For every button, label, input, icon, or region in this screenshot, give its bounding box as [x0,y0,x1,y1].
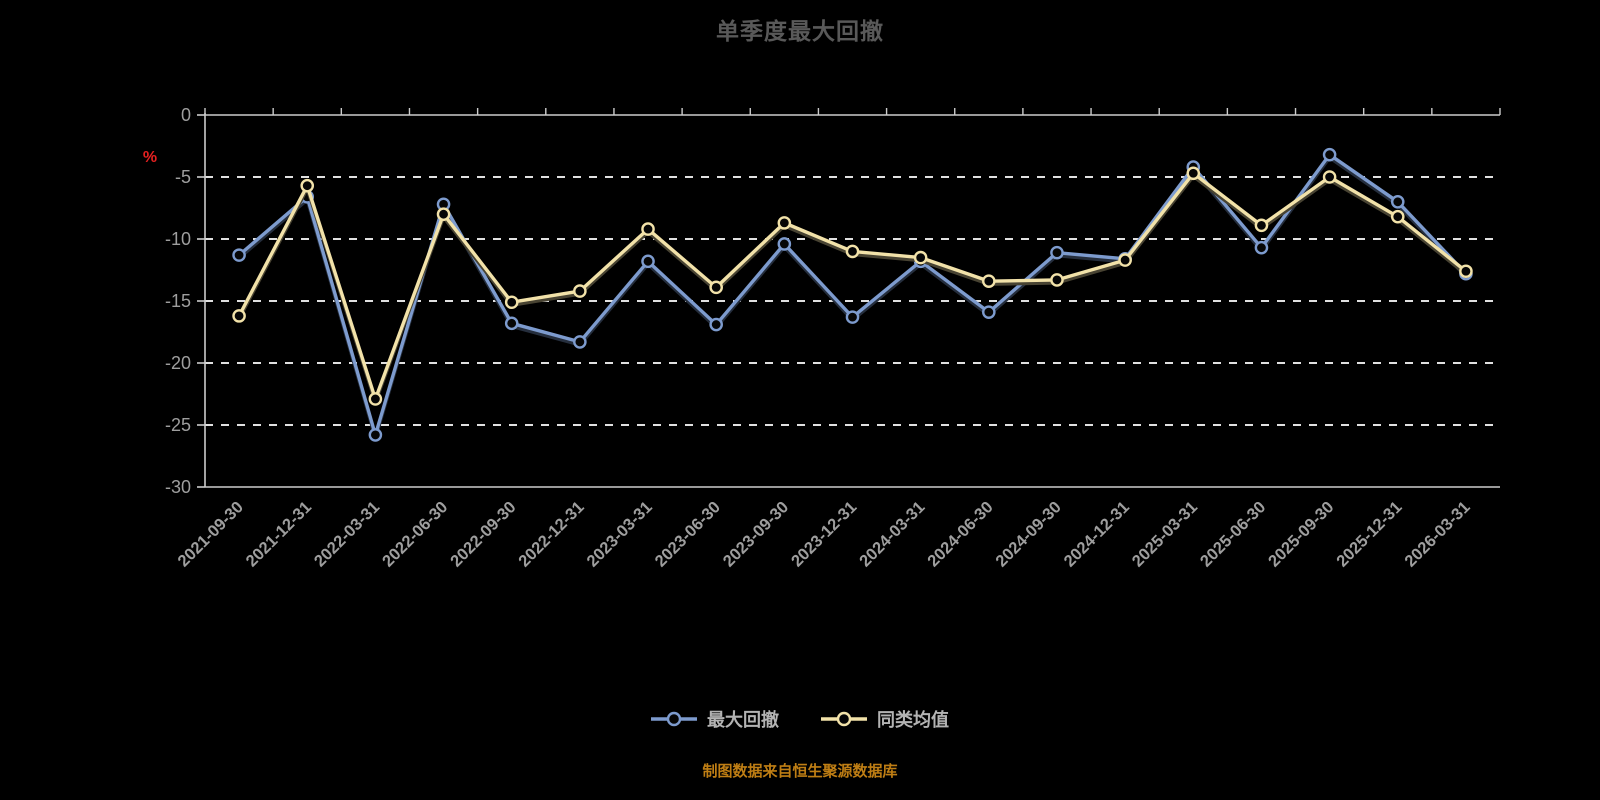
data-point [709,317,723,332]
series-line-1 [237,171,1467,401]
legend-item-0[interactable]: 最大回撤 [651,706,779,732]
data-point [368,392,383,406]
data-point [641,222,655,236]
y-tick-label: -20 [165,353,191,373]
data-point [709,280,723,295]
x-tick-label: 2026-03-31 [1401,498,1473,570]
data-point [1050,245,1064,260]
legend-marker-icon [821,711,867,727]
y-tick-label: -5 [175,167,191,187]
data-point [300,178,315,193]
data-point [982,274,996,288]
x-tick-label: 2025-06-30 [1197,498,1269,570]
data-point [1322,170,1337,184]
legend-item-1[interactable]: 同类均值 [821,706,949,732]
x-tick-label: 2025-09-30 [1265,498,1337,570]
line-chart: 0-5-10-15-20-25-30%2021-09-302021-12-312… [143,105,1501,571]
x-tick-label: 2022-09-30 [447,498,519,570]
data-point [1390,209,1405,224]
data-point [777,237,792,251]
chart-title: 单季度最大回撤 [716,18,884,44]
x-tick-label: 2023-12-31 [788,498,860,570]
x-tick-label: 2024-09-30 [992,498,1064,570]
data-point [504,295,519,310]
data-point [913,250,928,265]
y-tick-label: -15 [165,291,191,311]
legend-label: 同类均值 [877,710,949,730]
series-line-0 [237,152,1468,437]
x-tick-label: 2024-06-30 [924,498,996,570]
data-point [232,248,246,262]
x-tick-label: 2022-12-31 [515,498,587,570]
data-point [573,335,587,349]
data-point [573,284,587,298]
data-point [1322,147,1337,162]
x-tick-label: 2024-12-31 [1061,498,1133,570]
x-tick-label: 2024-03-31 [856,498,928,570]
x-tick-label: 2025-03-31 [1129,498,1201,570]
y-tick-label: -25 [165,415,191,435]
data-point [845,244,860,259]
data-point [1118,253,1132,267]
x-tick-label: 2022-06-30 [379,498,451,570]
legend: 最大回撤 同类均值 [0,706,1600,732]
data-point [504,316,519,331]
data-point [1050,273,1064,287]
data-point [368,428,383,442]
data-point [1186,166,1201,181]
x-tick-label: 2023-09-30 [720,498,792,570]
data-point [982,305,996,319]
y-axis-unit-label: % [143,149,157,166]
data-point [1254,240,1269,255]
data-source-caption: 制图数据来自恒生聚源数据库 [702,763,898,780]
series-line-shadow-0 [237,155,1468,440]
data-point [1390,194,1405,209]
x-tick-label: 2023-06-30 [652,498,724,570]
data-point [1254,218,1269,233]
x-tick-label: 2021-12-31 [243,498,315,570]
legend-label: 最大回撤 [707,710,779,730]
legend-marker-icon [651,711,697,727]
x-tick-label: 2023-03-31 [583,498,655,570]
data-point [436,207,451,221]
x-tick-label: 2025-12-31 [1333,498,1405,570]
data-point [845,310,860,324]
x-tick-label: 2021-09-30 [174,498,246,570]
data-point [1459,264,1473,279]
y-tick-label: -30 [165,477,191,497]
data-point [232,309,246,323]
data-point [641,254,655,269]
data-point [777,216,792,230]
y-tick-label: 0 [181,105,191,125]
y-tick-label: -10 [165,229,191,249]
x-tick-label: 2022-03-31 [311,498,383,570]
